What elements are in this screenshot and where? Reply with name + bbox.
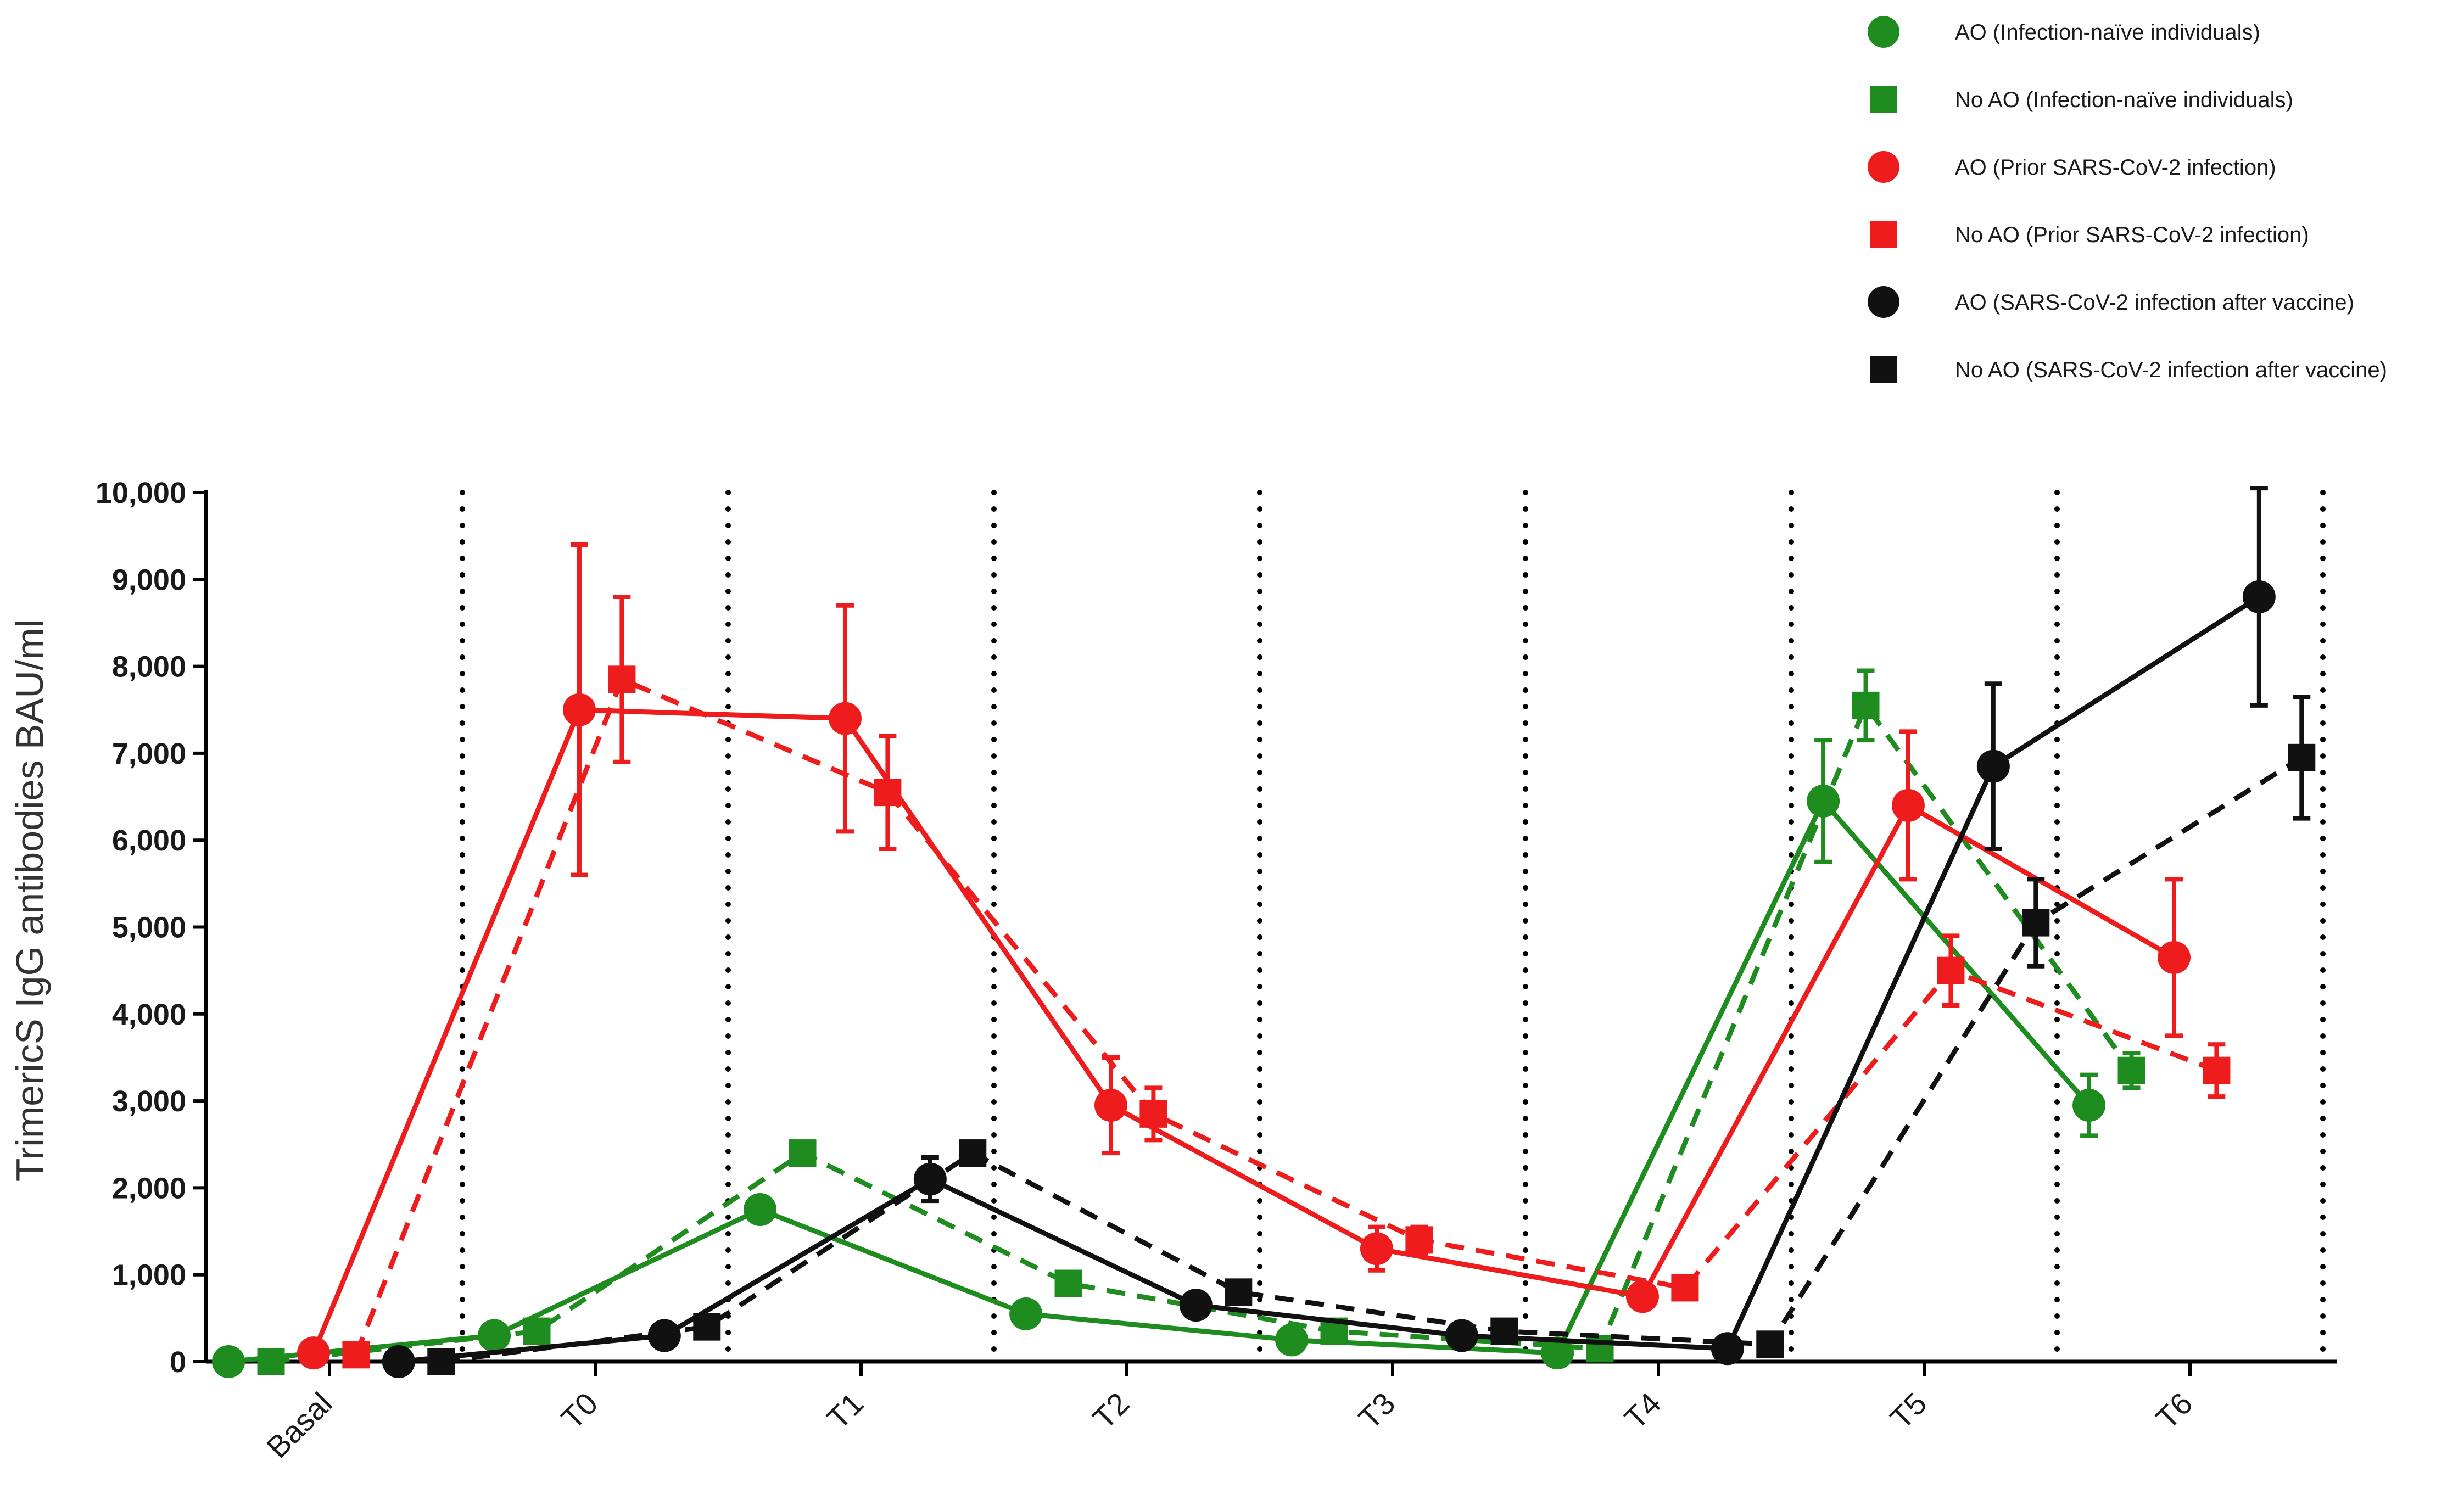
- legend-label: No AO (Infection-naïve individuals): [1955, 88, 2293, 112]
- data-point: [1179, 1289, 1213, 1322]
- data-point: [1009, 1297, 1043, 1330]
- x-tick-label: T2: [1086, 1386, 1136, 1436]
- data-point: [1891, 788, 1925, 822]
- data-point: [1671, 1274, 1699, 1302]
- data-point: [2117, 1056, 2145, 1084]
- y-tick-label: 2,000: [112, 1172, 186, 1205]
- data-point: [874, 779, 902, 807]
- data-point: [257, 1348, 285, 1375]
- y-tick-label: 0: [170, 1346, 186, 1379]
- y-tick-label: 7,000: [112, 737, 186, 770]
- data-point: [382, 1345, 415, 1378]
- data-point: [1807, 784, 1840, 818]
- data-point: [2157, 941, 2191, 974]
- x-tick-label: T4: [1618, 1386, 1668, 1436]
- series-5: [382, 486, 2276, 1378]
- legend-item: AO (SARS-CoV-2 infection after vaccine): [1868, 286, 2354, 318]
- legend-item: AO (Infection-naïve individuals): [1868, 16, 2260, 48]
- axes: [204, 490, 2337, 1364]
- legend-label: AO (Infection-naïve individuals): [1955, 20, 2260, 44]
- data-point: [1937, 956, 1965, 984]
- legend: AO (Infection-naïve individuals) No AO (I…: [1868, 16, 2387, 383]
- y-axis-ticks: 0 1,000 2,000 3,000 4,000 5,000 6,000 7,000 8,00…: [96, 477, 206, 1379]
- data-point: [212, 1345, 245, 1378]
- legend-label: AO (Prior SARS-CoV-2 infection): [1955, 155, 2276, 180]
- data-point: [1625, 1280, 1659, 1313]
- data-point: [959, 1139, 987, 1167]
- y-tick-label: 8,000: [112, 651, 186, 684]
- series-line: [228, 798, 2091, 1364]
- y-tick-label: 5,000: [112, 911, 186, 944]
- y-tick-label: 9,000: [112, 563, 186, 596]
- data-point: [1094, 1089, 1127, 1122]
- data-point: [608, 665, 636, 693]
- y-tick-label: 4,000: [112, 998, 186, 1031]
- data-point: [693, 1313, 721, 1341]
- data-point: [1976, 749, 2010, 783]
- series-1: [212, 738, 2106, 1378]
- y-tick-label: 10,000: [96, 477, 186, 510]
- legend-item: No AO (Prior SARS-CoV-2 infection): [1870, 221, 2309, 248]
- data-point: [562, 693, 596, 726]
- legend-item: No AO (Infection-naïve individuals): [1870, 86, 2293, 113]
- x-tick-label: T3: [1352, 1386, 1402, 1436]
- data-point: [342, 1341, 370, 1369]
- y-tick-label: 6,000: [112, 824, 186, 857]
- data-point: [2203, 1056, 2231, 1084]
- legend-marker: [1868, 286, 1899, 318]
- data-point: [1711, 1332, 1744, 1366]
- data-point: [523, 1317, 551, 1345]
- data-point: [1586, 1335, 1614, 1363]
- series-2: [257, 668, 2145, 1375]
- x-tick-label: Basal: [260, 1386, 339, 1465]
- data-point: [1360, 1232, 1393, 1266]
- data-point: [2072, 1089, 2106, 1122]
- data-point: [647, 1319, 681, 1352]
- x-axis-ticks: Basal T0 T1 T2 T3 T4 T5 T6: [260, 1362, 2199, 1465]
- legend-label: No AO (SARS-CoV-2 infection after vaccin…: [1955, 358, 2387, 382]
- data-point: [1756, 1330, 1784, 1358]
- x-tick-label: T6: [2149, 1386, 2199, 1436]
- data-point: [2242, 580, 2276, 613]
- legend-marker: [1868, 16, 1899, 48]
- legend-item: AO (Prior SARS-CoV-2 infection): [1868, 151, 2276, 183]
- data-point: [744, 1193, 777, 1226]
- series-line: [398, 595, 2261, 1364]
- legend-marker: [1868, 151, 1899, 183]
- legend-marker: [1870, 86, 1897, 113]
- series-6: [427, 695, 2316, 1375]
- series-line: [354, 676, 2217, 1356]
- series-4: [342, 594, 2231, 1369]
- data-point: [297, 1336, 330, 1370]
- data-point: [1490, 1317, 1518, 1345]
- series-line: [440, 755, 2303, 1364]
- data-point: [1054, 1269, 1082, 1297]
- legend-marker: [1870, 356, 1897, 383]
- y-tick-label: 3,000: [112, 1085, 186, 1118]
- data-point: [427, 1348, 455, 1375]
- data-point: [1139, 1100, 1167, 1128]
- data-point: [1225, 1278, 1253, 1306]
- x-tick-label: T5: [1884, 1386, 1934, 1436]
- legend-label: AO (SARS-CoV-2 infection after vaccine): [1955, 290, 2354, 315]
- legend-marker: [1870, 221, 1897, 248]
- legend-item: No AO (SARS-CoV-2 infection after vaccin…: [1870, 356, 2387, 383]
- x-tick-label: T0: [555, 1386, 605, 1436]
- data-point: [1405, 1226, 1433, 1254]
- data-point: [2022, 909, 2050, 937]
- data-point: [789, 1139, 817, 1167]
- data-point: [1275, 1323, 1309, 1357]
- x-tick-label: T1: [820, 1386, 870, 1436]
- y-tick-label: 1,000: [112, 1259, 186, 1292]
- series-line: [271, 703, 2134, 1364]
- legend-label: No AO (Prior SARS-CoV-2 infection): [1955, 223, 2309, 247]
- data-point: [828, 702, 862, 735]
- y-axis-title: TrimericS IgG antibodies BAU/ml: [8, 619, 51, 1182]
- data-point: [1852, 691, 1880, 719]
- data-point: [2288, 743, 2316, 771]
- series-layer: [212, 486, 2316, 1378]
- time-separator-lines: [460, 490, 2326, 1364]
